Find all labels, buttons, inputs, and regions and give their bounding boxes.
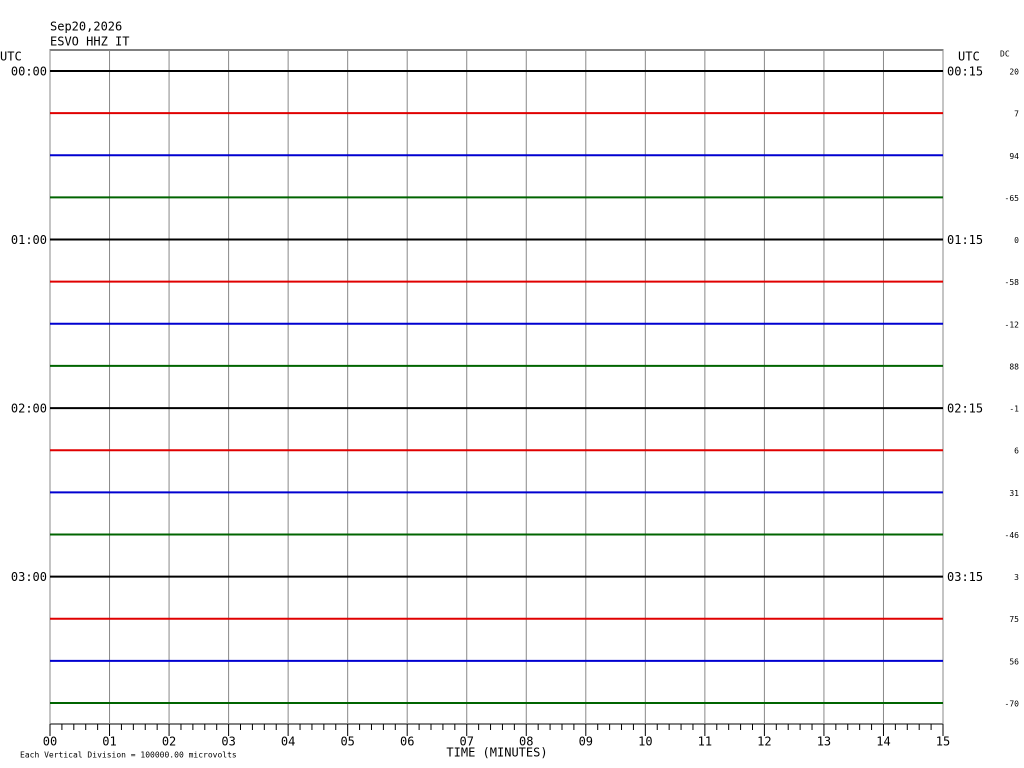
x-tick-label: 08 (519, 735, 533, 749)
right-time-label: 03:15 (947, 570, 983, 584)
x-tick-label: 07 (460, 735, 474, 749)
x-tick-label: 06 (400, 735, 414, 749)
x-tick-label: 14 (876, 735, 890, 749)
left-time-label: 00:00 (11, 65, 47, 79)
dc-value: 0 (1014, 236, 1019, 245)
dc-value: 56 (1009, 657, 1019, 666)
dc-value: 75 (1009, 615, 1019, 624)
right-time-label: 01:15 (947, 233, 983, 247)
left-time-label: 02:00 (11, 402, 47, 416)
left-time-label: 01:00 (11, 233, 47, 247)
chart-subtitle: ESVO HHZ IT (50, 35, 129, 49)
footer: Each Vertical Division = 100000.00 micro… (20, 751, 237, 760)
dc-value: -46 (1005, 531, 1020, 540)
dc-value: 94 (1009, 152, 1019, 161)
x-tick-label: 00 (43, 735, 57, 749)
dc-header: DC (1000, 50, 1010, 59)
x-axis-title: TIME (MINUTES) (446, 746, 547, 760)
x-tick-label: 15 (936, 735, 950, 749)
dc-value: 3 (1014, 573, 1019, 582)
dc-value: -65 (1005, 194, 1020, 203)
dc-value: -58 (1005, 278, 1020, 287)
x-tick-label: 13 (817, 735, 831, 749)
dc-value: 6 (1014, 447, 1019, 456)
x-tick-label: 12 (757, 735, 771, 749)
x-tick-label: 11 (698, 735, 712, 749)
dc-value: 88 (1009, 362, 1019, 371)
dc-value: 20 (1009, 68, 1019, 77)
right-time-label: 00:15 (947, 65, 983, 79)
left-axis-title: UTC (0, 50, 22, 64)
right-axis-title: UTC (958, 50, 980, 64)
dc-value: -12 (1005, 320, 1020, 329)
x-tick-label: 10 (638, 735, 652, 749)
dc-value: -70 (1005, 700, 1020, 709)
x-tick-label: 03 (221, 735, 235, 749)
x-tick-label: 01 (102, 735, 116, 749)
chart-title: Sep20,2026 (50, 20, 122, 34)
x-tick-label: 05 (340, 735, 354, 749)
left-time-label: 03:00 (11, 570, 47, 584)
x-tick-label: 02 (162, 735, 176, 749)
x-tick-label: 09 (579, 735, 593, 749)
dc-value: 31 (1009, 489, 1019, 498)
right-time-label: 02:15 (947, 402, 983, 416)
dc-value: 7 (1014, 110, 1019, 119)
dc-value: -1 (1009, 405, 1019, 414)
x-tick-label: 04 (281, 735, 295, 749)
